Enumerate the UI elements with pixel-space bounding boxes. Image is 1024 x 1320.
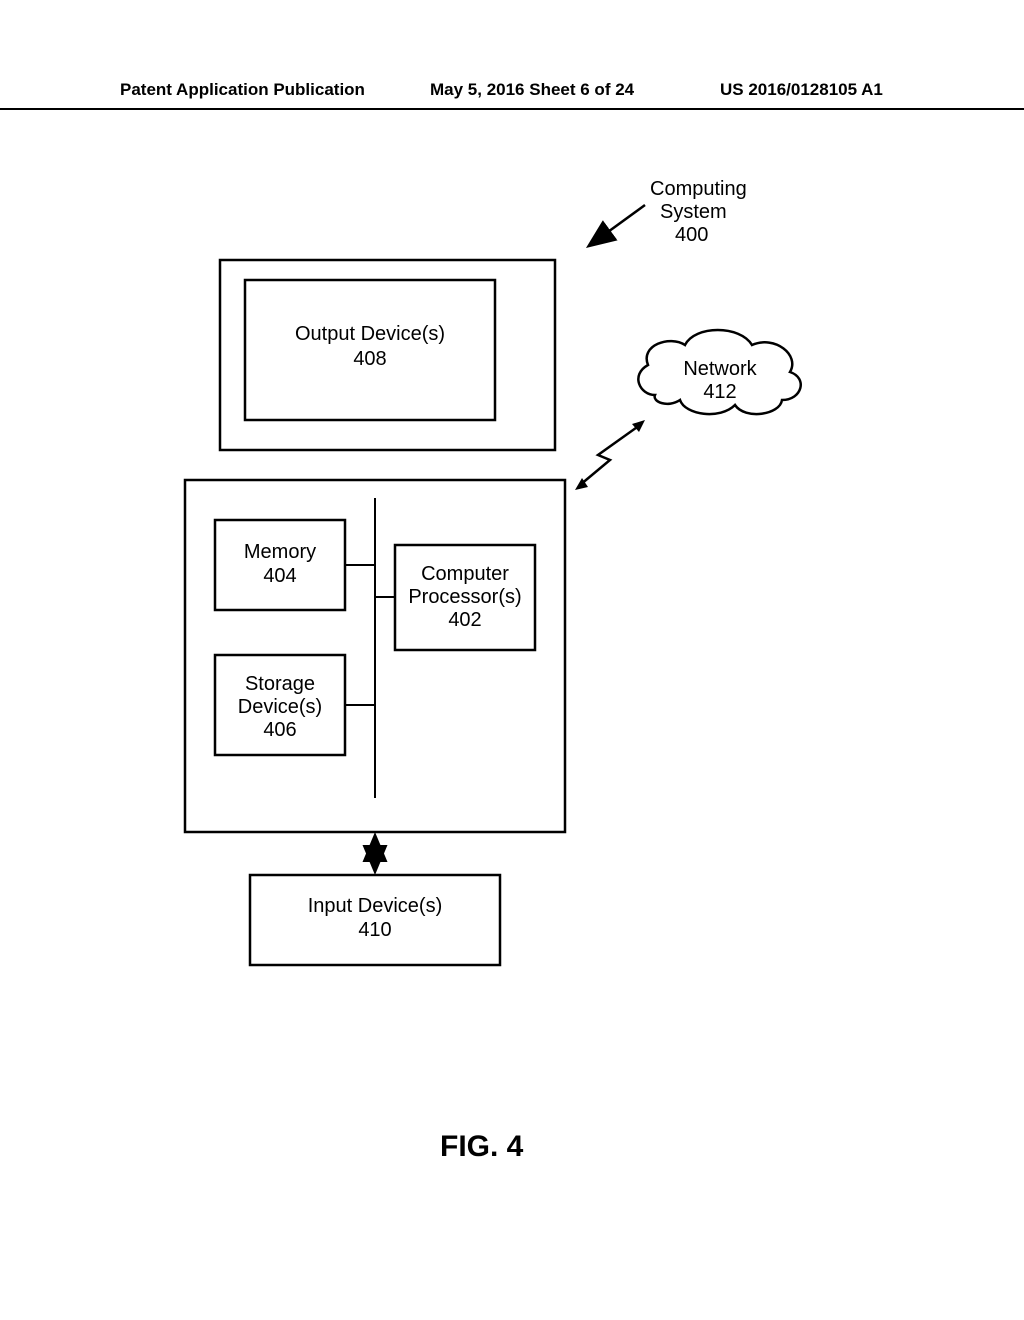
storage-l3: 406 bbox=[263, 719, 296, 741]
memory-l1: Memory bbox=[244, 541, 316, 563]
network-l1: Network bbox=[683, 358, 757, 380]
system-label-l2: System bbox=[660, 201, 727, 223]
storage-l2: Device(s) bbox=[238, 696, 322, 718]
monitor-outer bbox=[220, 260, 555, 450]
processor-l3: 402 bbox=[448, 609, 481, 631]
system-label-l3: 400 bbox=[675, 224, 708, 246]
input-l1: Input Device(s) bbox=[308, 895, 443, 917]
memory-l2: 404 bbox=[263, 565, 296, 587]
diagram: Computing System 400 Output Device(s) 40… bbox=[0, 0, 1024, 1320]
output-label-l2: 408 bbox=[353, 348, 386, 370]
wireless-link bbox=[575, 420, 645, 490]
input-l2: 410 bbox=[358, 919, 391, 941]
processor-l2: Processor(s) bbox=[408, 586, 521, 608]
page: Patent Application Publication May 5, 20… bbox=[0, 0, 1024, 1320]
storage-l1: Storage bbox=[245, 673, 315, 695]
network-cloud: Network 412 bbox=[638, 330, 800, 414]
figure-label: FIG. 4 bbox=[440, 1130, 523, 1164]
system-label-l1: Computing bbox=[650, 178, 747, 200]
processor-l1: Computer bbox=[421, 563, 509, 585]
output-label-l1: Output Device(s) bbox=[295, 323, 445, 345]
system-label-group: Computing System 400 bbox=[590, 178, 747, 246]
network-l2: 412 bbox=[703, 381, 736, 403]
system-label-arrow bbox=[590, 205, 645, 245]
